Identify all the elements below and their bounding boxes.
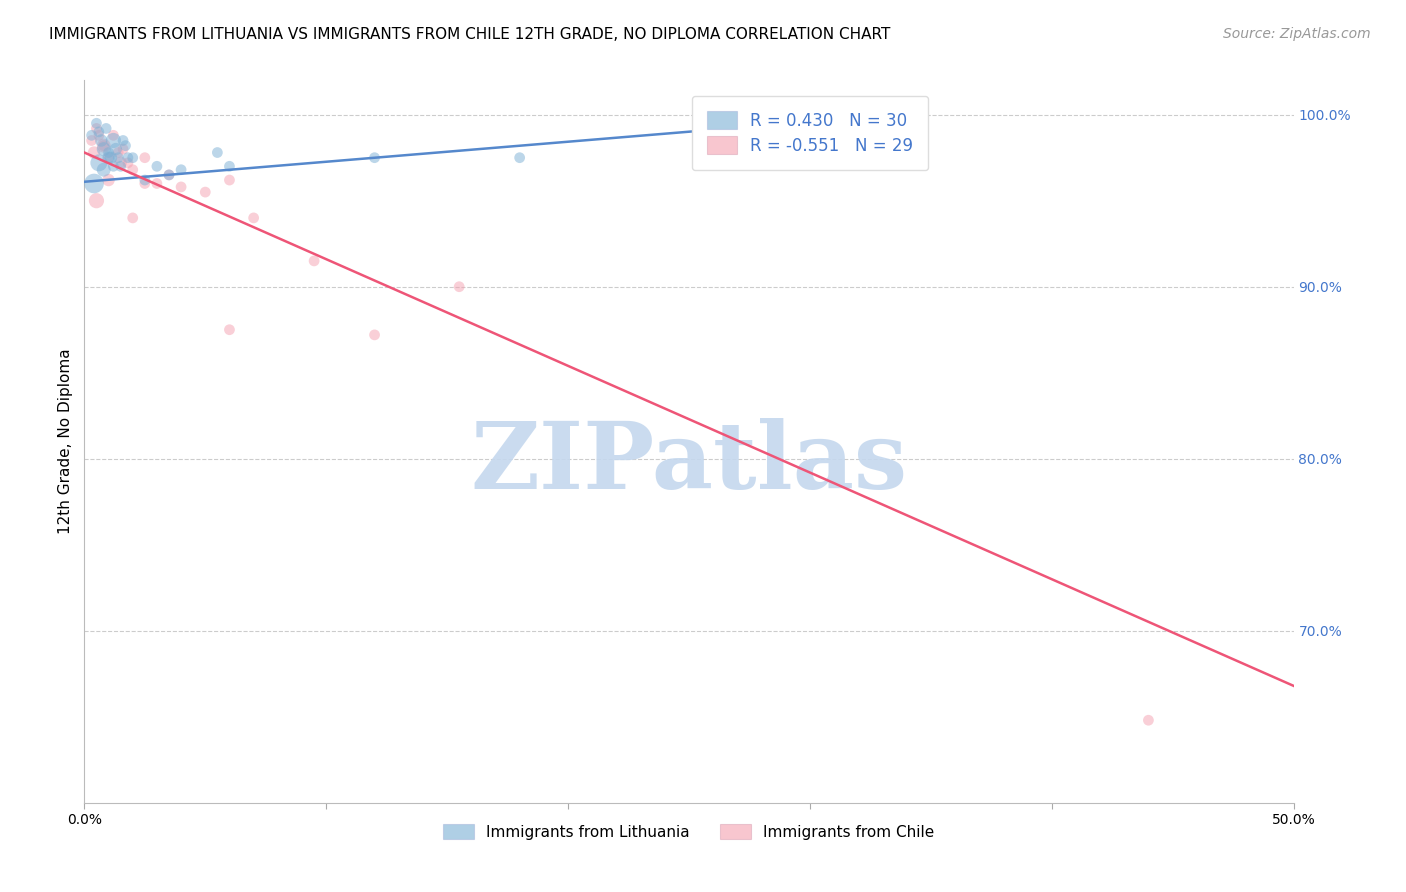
Point bbox=[117, 151, 139, 165]
Point bbox=[100, 151, 122, 165]
Point bbox=[93, 162, 115, 177]
Point bbox=[93, 138, 115, 153]
Point bbox=[86, 116, 108, 130]
Text: Source: ZipAtlas.com: Source: ZipAtlas.com bbox=[1223, 27, 1371, 41]
Point bbox=[97, 173, 120, 187]
Point bbox=[80, 134, 103, 148]
Point bbox=[121, 162, 143, 177]
Point bbox=[104, 142, 127, 156]
Point bbox=[121, 211, 143, 225]
Point bbox=[170, 162, 193, 177]
Point bbox=[134, 173, 156, 187]
Point bbox=[509, 151, 531, 165]
Point bbox=[134, 151, 156, 165]
Point bbox=[242, 211, 264, 225]
Point bbox=[97, 151, 120, 165]
Point bbox=[97, 145, 120, 160]
Point bbox=[170, 180, 193, 194]
Point bbox=[302, 254, 325, 268]
Point bbox=[363, 327, 385, 342]
Point bbox=[112, 142, 135, 156]
Point bbox=[87, 156, 110, 170]
Text: ZIPatlas: ZIPatlas bbox=[471, 418, 907, 508]
Point bbox=[363, 151, 385, 165]
Point bbox=[146, 177, 169, 191]
Point bbox=[449, 279, 471, 293]
Point bbox=[218, 323, 240, 337]
Point bbox=[103, 159, 125, 173]
Point bbox=[110, 156, 132, 170]
Point bbox=[134, 177, 156, 191]
Point bbox=[83, 177, 105, 191]
Point bbox=[103, 128, 125, 143]
Point bbox=[1137, 713, 1160, 727]
Point bbox=[157, 168, 180, 182]
Point bbox=[218, 173, 240, 187]
Point bbox=[146, 159, 169, 173]
Point bbox=[93, 138, 115, 153]
Text: IMMIGRANTS FROM LITHUANIA VS IMMIGRANTS FROM CHILE 12TH GRADE, NO DIPLOMA CORREL: IMMIGRANTS FROM LITHUANIA VS IMMIGRANTS … bbox=[49, 27, 890, 42]
Point bbox=[103, 134, 125, 148]
Legend: Immigrants from Lithuania, Immigrants from Chile: Immigrants from Lithuania, Immigrants fr… bbox=[437, 818, 941, 846]
Point bbox=[117, 156, 139, 170]
Point bbox=[80, 128, 103, 143]
Point bbox=[207, 145, 229, 160]
Point bbox=[121, 151, 143, 165]
Y-axis label: 12th Grade, No Diploma: 12th Grade, No Diploma bbox=[58, 349, 73, 534]
Point bbox=[94, 121, 117, 136]
Point bbox=[86, 121, 108, 136]
Point bbox=[97, 151, 120, 165]
Point bbox=[872, 108, 894, 122]
Point bbox=[112, 134, 135, 148]
Point bbox=[93, 142, 115, 156]
Point bbox=[87, 125, 110, 139]
Point bbox=[218, 159, 240, 173]
Point bbox=[83, 145, 105, 160]
Point bbox=[87, 128, 110, 143]
Point bbox=[90, 134, 112, 148]
Point bbox=[157, 168, 180, 182]
Point bbox=[114, 138, 136, 153]
Point bbox=[107, 145, 129, 160]
Point bbox=[110, 159, 132, 173]
Point bbox=[107, 151, 129, 165]
Point bbox=[86, 194, 108, 208]
Point bbox=[194, 185, 217, 199]
